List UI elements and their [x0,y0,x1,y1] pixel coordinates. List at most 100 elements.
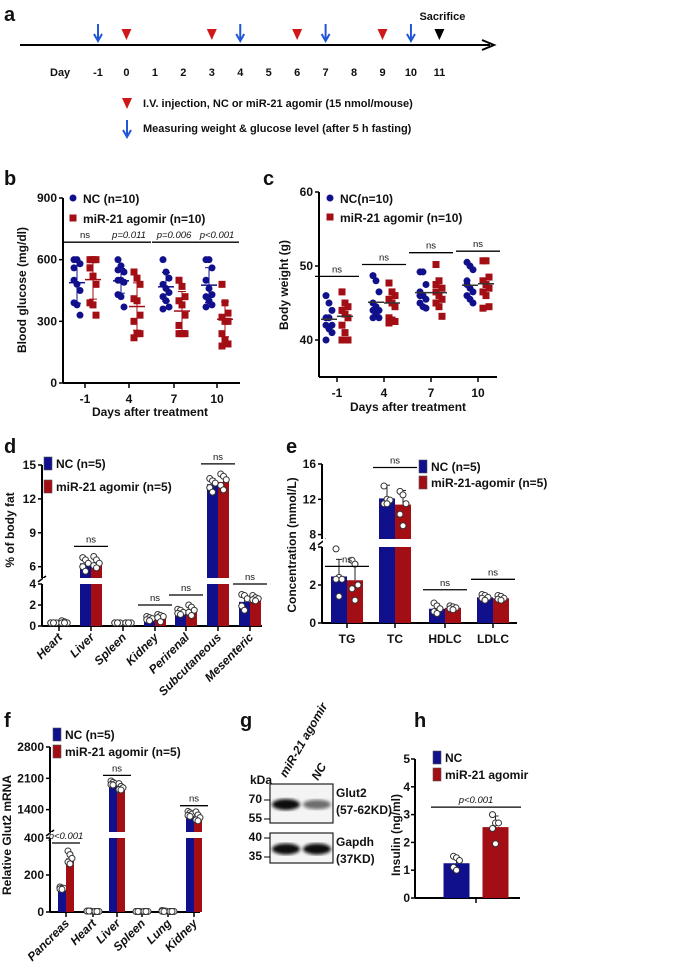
x-tick-label: Heart [68,916,100,948]
bar [109,783,117,832]
axis-break-icon [45,829,55,837]
data-point [175,330,183,338]
significance-label: ns [440,578,450,589]
significance-label: ns [332,264,342,275]
data-point [61,619,68,627]
data-point [495,819,502,827]
data-point [85,907,93,915]
data-point [224,309,232,317]
data-point [482,292,490,300]
y-tick-label: 2100 [17,771,44,785]
timeline-day-tick: 11 [434,67,446,79]
data-point [188,612,195,619]
significance-label: ns [189,794,199,805]
bar [379,547,395,623]
y-tick-label: 900 [37,191,57,205]
data-point [338,575,346,583]
timeline-arrowhead-icon [481,39,497,51]
data-point [136,330,144,338]
data-point [469,266,477,274]
significance-label: ns [342,554,352,565]
data-point [328,306,336,314]
bar [66,858,74,912]
data-point [385,319,393,327]
data-point [391,292,399,300]
blot-band [303,799,331,810]
y-tick-label: 4 [29,577,36,591]
data-point [165,274,173,282]
data-point [435,303,443,311]
injection-triangle-icon [206,29,217,40]
data-point [218,280,226,288]
data-point [432,261,440,269]
data-point [485,273,493,281]
data-point [469,288,477,296]
x-tick-label: 7 [428,386,435,400]
data-point [160,907,168,915]
legend-label: NC (n=5) [65,728,115,742]
data-point [117,786,125,794]
data-point [351,596,359,604]
y-tick-label: 15 [23,458,37,472]
y-tick-label: 0 [309,616,316,630]
bar [395,504,411,539]
data-point [338,321,346,329]
legend-injection-text: I.V. injection, NC or miR-21 agomir (15 … [143,98,413,110]
data-point [388,288,396,296]
blot-band [272,843,300,855]
y-tick-label: 5 [403,752,410,766]
panel-label: d [4,436,16,458]
data-point [322,292,330,300]
data-point [114,266,122,274]
data-point [341,299,349,307]
measure-arrow-icon [93,33,103,44]
marker-label: 70 [249,792,263,806]
y-tick-label: 2 [309,578,316,592]
panel-label: f [4,710,11,732]
data-point [76,260,84,268]
x-tick-label: Spleen [91,630,129,668]
data-point [76,287,84,294]
data-point [252,597,259,605]
data-point [391,303,399,311]
bar [80,584,91,626]
y-tick-label: 12 [23,492,37,506]
axis-break-icon [37,575,47,583]
timeline-day-tick: 0 [123,67,129,79]
axis-break-gap [51,832,201,838]
data-point [380,482,388,490]
panel-label: h [414,710,426,732]
y-tick-label: 2 [29,598,36,612]
data-point [194,817,202,825]
y-tick-label: 0 [37,905,44,919]
legend-label: miR-21-agomir (n=5) [431,476,547,490]
data-point [205,256,213,264]
significance-label: ns [426,241,436,252]
data-point [89,301,97,309]
bar [194,838,202,912]
data-point [481,596,489,604]
data-point [422,304,430,312]
data-point [479,288,487,296]
panel-label: a [4,4,16,26]
legend-label: NC (n=5) [431,460,481,474]
data-point [351,560,359,568]
bar [239,601,250,626]
significance-label: p=0.006 [156,230,192,241]
timeline-day-tick: 2 [180,67,186,79]
legend-label: NC (n=5) [56,457,106,471]
sacrifice-label: Sacrifice [419,11,465,23]
data-point [218,330,226,338]
data-point [117,293,125,301]
data-point [391,318,399,325]
panel-label: c [263,168,274,190]
data-point [130,334,138,342]
significance-label: ns [245,572,255,583]
data-point [175,321,183,329]
panel-label: g [240,710,252,732]
y-tick-label: 0 [403,891,410,905]
x-tick-label: TG [339,632,356,646]
data-point [120,303,128,311]
significance-label: ns [112,763,122,774]
